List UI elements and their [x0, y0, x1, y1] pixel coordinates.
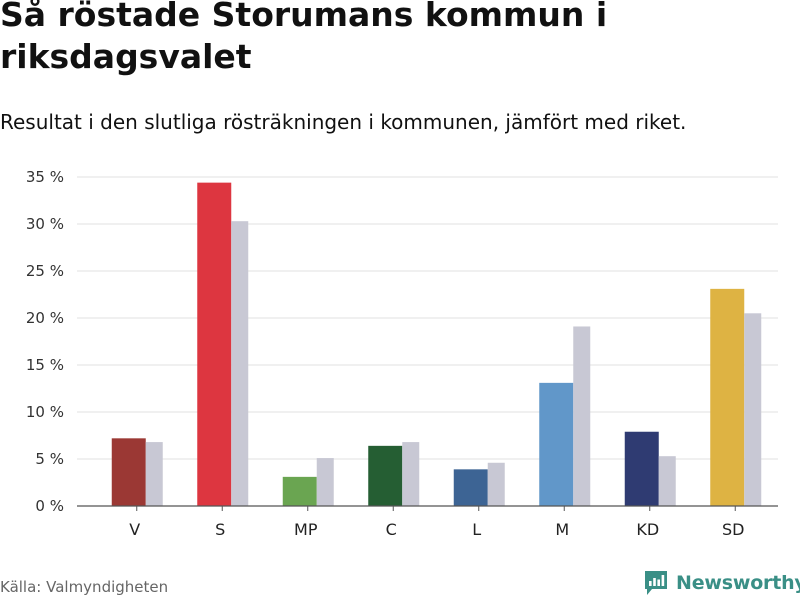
x-tick-label: V	[129, 520, 140, 539]
x-tick-label: S	[215, 520, 225, 539]
y-tick-label: 35 %	[26, 168, 64, 186]
y-tick-label: 20 %	[26, 309, 64, 327]
bar-sd-riket	[744, 313, 762, 506]
bar-v-riket	[145, 442, 163, 506]
x-tick-label: M	[555, 520, 569, 539]
source-note: Källa: Valmyndigheten	[0, 578, 169, 596]
x-tick-label: L	[472, 520, 481, 539]
x-tick-label: SD	[722, 520, 744, 539]
chart-title: Så röstade Storumans kommun i riksdagsva…	[0, 0, 608, 76]
bar-c-kommun	[368, 445, 403, 506]
bar-l-riket	[487, 462, 505, 506]
bar-kd-riket	[658, 456, 676, 506]
y-tick-label: 0 %	[35, 497, 64, 515]
bar-kd-kommun	[624, 431, 659, 506]
bar-l-kommun	[453, 469, 488, 506]
bar-mp-kommun	[282, 476, 317, 506]
bar-sd-kommun	[710, 288, 745, 506]
y-tick-label: 25 %	[26, 262, 64, 280]
y-tick-label: 5 %	[35, 450, 64, 468]
bar-s-riket	[231, 221, 249, 506]
bar-m-riket	[573, 326, 591, 506]
x-tick-label: KD	[636, 520, 659, 539]
bar-mp-riket	[316, 458, 334, 506]
bar-m-kommun	[539, 382, 574, 506]
x-tick-label: C	[386, 520, 397, 539]
chart-subtitle: Resultat i den slutliga rösträkningen i …	[0, 110, 687, 134]
brand-name: Newsworthy	[676, 572, 800, 594]
newsworthy-logo-icon	[645, 571, 667, 595]
y-tick-label: 30 %	[26, 215, 64, 233]
brand-logo: Newsworthy	[644, 568, 800, 598]
bar-s-kommun	[197, 182, 232, 506]
y-tick-label: 10 %	[26, 403, 64, 421]
x-tick-label: MP	[294, 520, 318, 539]
y-tick-label: 15 %	[26, 356, 64, 374]
bar-c-riket	[402, 442, 420, 506]
bar-v-kommun	[111, 438, 146, 506]
